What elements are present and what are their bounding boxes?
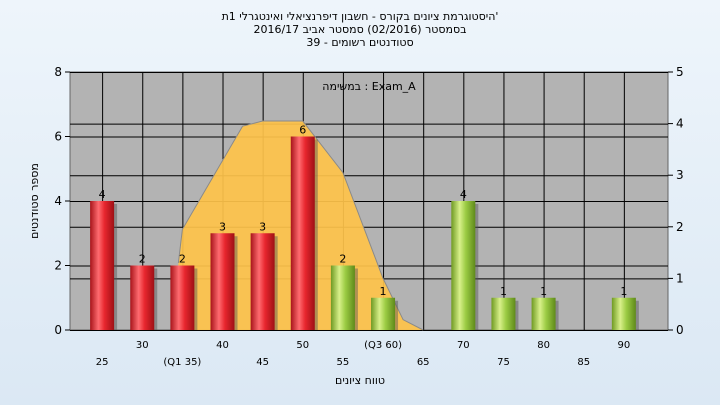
- data-labels-layer: 4 2 2 3 3 6 2 1 4 1 1 1: [99, 124, 628, 298]
- bar-value-label: 4: [99, 188, 106, 201]
- y-tick-label: 6: [54, 130, 62, 144]
- bar-rect: [130, 265, 155, 330]
- x-tick-label: 30: [136, 340, 149, 351]
- x-tick-label: 70: [457, 340, 470, 351]
- histogram-bar: [451, 201, 479, 330]
- bars-layer: [90, 136, 639, 330]
- chart-title: היסטוגרמת ציונים בקורס - חשבון דיפרנציאל…: [222, 10, 499, 49]
- bar-rect: [250, 233, 275, 330]
- x-tick-label: 50: [296, 340, 309, 351]
- title-line-1: היסטוגרמת ציונים בקורס - חשבון דיפרנציאל…: [222, 10, 499, 23]
- x-tick-label: 85: [577, 357, 590, 368]
- histogram-bar: [371, 297, 399, 330]
- bar-value-label: 1: [380, 285, 387, 298]
- x-axis-label: טווח ציונים: [335, 374, 385, 387]
- x-tick-label: 65: [417, 357, 430, 368]
- y-axis-label: מספר סטודנטים: [28, 163, 41, 239]
- y-tick-label: 0: [54, 323, 62, 337]
- bar-rect: [611, 297, 636, 330]
- bar-rect: [210, 233, 235, 330]
- bar-value-label: 3: [259, 220, 266, 233]
- x-tick-label: 90: [617, 340, 630, 351]
- x-tick-label: 75: [497, 357, 510, 368]
- x-tick-label: 45: [256, 357, 269, 368]
- y2-tick-label: 5: [676, 65, 684, 79]
- histogram-bar: [531, 297, 559, 330]
- bar-value-label: 6: [299, 124, 306, 137]
- assignment-annotation: במשימה : Exam_A: [322, 80, 416, 93]
- bar-value-label: 1: [500, 285, 507, 298]
- title-line-3: סטודנטים רשומים - 39: [306, 36, 413, 49]
- histogram-bar: [90, 201, 118, 330]
- histogram-bar: [290, 136, 318, 330]
- histogram-bar: [491, 297, 519, 330]
- bar-value-label: 3: [219, 220, 226, 233]
- histogram-bar: [250, 233, 278, 330]
- bar-rect: [531, 297, 556, 330]
- histogram-bar: [210, 233, 238, 330]
- bar-rect: [371, 297, 396, 330]
- y2-tick-label: 1: [676, 271, 684, 285]
- bar-rect: [330, 265, 355, 330]
- bar-value-label: 1: [620, 285, 627, 298]
- x-tick-label: 40: [216, 340, 229, 351]
- x-tick-label: 80: [537, 340, 550, 351]
- x-tick-label: (Q3 60): [364, 340, 402, 351]
- y-tick-label: 2: [54, 259, 62, 273]
- y-tick-label: 4: [54, 194, 62, 208]
- bar-value-label: 2: [139, 253, 146, 266]
- bar-rect: [90, 201, 115, 330]
- bar-rect: [491, 297, 516, 330]
- y2-tick-label: 4: [676, 117, 684, 131]
- bar-rect: [290, 136, 315, 330]
- bar-rect: [170, 265, 195, 330]
- histogram-bar: [130, 265, 158, 330]
- histogram-bar: [170, 265, 198, 330]
- bar-rect: [451, 201, 476, 330]
- bar-value-label: 1: [540, 285, 547, 298]
- histogram-bar: [330, 265, 358, 330]
- bar-value-label: 2: [179, 253, 186, 266]
- y2-tick-label: 3: [676, 168, 684, 182]
- bar-value-label: 2: [339, 253, 346, 266]
- y2-tick-label: 2: [676, 220, 684, 234]
- x-tick-label: 25: [96, 357, 109, 368]
- x-tick-label: (Q1 35): [163, 357, 201, 368]
- x-tick-label: 55: [337, 357, 350, 368]
- y-tick-label: 8: [54, 65, 62, 79]
- y2-tick-label: 0: [676, 323, 684, 337]
- title-line-2: בסמסטר (02/2016) סמסטר אביב 2016/17: [253, 23, 466, 36]
- histogram-bar: [611, 297, 639, 330]
- bar-value-label: 4: [460, 188, 467, 201]
